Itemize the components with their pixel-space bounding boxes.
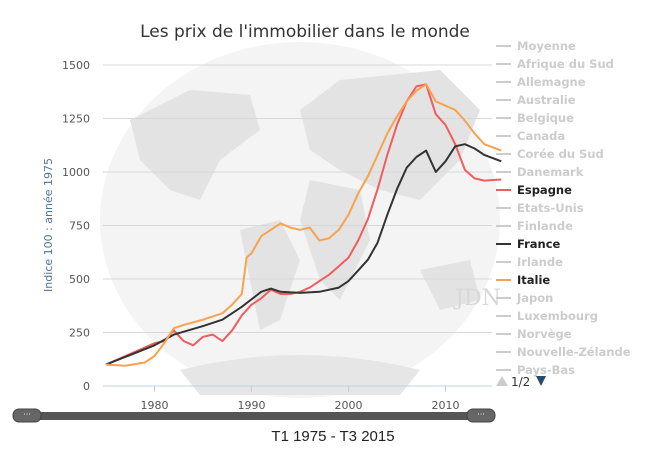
world-map-background — [100, 42, 500, 398]
legend-label: Finlande — [517, 219, 573, 233]
chart-title: Les prix de l'immobilier dans le monde — [140, 22, 470, 42]
legend-label: Luxembourg — [517, 309, 598, 323]
legend-label: Pays-Bas — [517, 363, 575, 377]
series-line-italie — [105, 83, 502, 367]
range-label: T1 1975 - T3 2015 — [271, 428, 395, 445]
legend-label: Nouvelle-Zélande — [517, 345, 631, 359]
legend-item[interactable]: Canada — [496, 129, 565, 143]
legend-label: Belgique — [517, 111, 574, 125]
y-axis-label: Indice 100 : année 1975 — [42, 158, 55, 292]
legend-prev-icon[interactable] — [496, 376, 508, 386]
legend-item[interactable]: Moyenne — [496, 39, 576, 53]
y-tick-label: 1000 — [62, 166, 90, 179]
watermark-logo: JDN — [453, 286, 501, 311]
legend-item[interactable]: Etats-Unis — [496, 201, 584, 215]
slider-left-handle[interactable] — [12, 408, 42, 423]
x-tick-label: 1990 — [238, 399, 266, 412]
legend-item[interactable]: France — [496, 237, 561, 251]
legend-label: France — [517, 237, 561, 251]
legend-item[interactable]: Allemagne — [496, 75, 586, 89]
series-line-espagne — [105, 83, 502, 366]
slider-track[interactable] — [14, 412, 494, 420]
legend-item[interactable]: Japon — [496, 291, 553, 305]
legend-item[interactable]: Belgique — [496, 111, 574, 125]
legend-item[interactable]: Afrique du Sud — [496, 57, 614, 71]
y-tick-label: 750 — [69, 220, 90, 233]
legend-label: Etats-Unis — [517, 201, 584, 215]
x-tick-label: 2000 — [335, 399, 363, 412]
legend-pager: 1/2 — [496, 375, 546, 389]
legend-label: Espagne — [517, 183, 572, 197]
legend-label: Norvège — [517, 327, 572, 341]
range-slider[interactable]: ··· ··· — [12, 408, 496, 423]
x-tick-label: 2010 — [432, 399, 460, 412]
legend-label: Irlande — [517, 255, 563, 269]
legend-label: Moyenne — [517, 39, 576, 53]
legend-label: Italie — [517, 273, 550, 287]
legend-item[interactable]: Italie — [496, 273, 550, 287]
legend-label: Australie — [517, 93, 576, 107]
legend-label: Allemagne — [517, 75, 586, 89]
y-tick-label: 1250 — [62, 113, 90, 126]
svg-text:···: ··· — [477, 410, 485, 419]
legend-page-label: 1/2 — [511, 375, 530, 389]
y-tick-label: 250 — [69, 327, 90, 340]
svg-text:···: ··· — [23, 410, 31, 419]
legend-label: Japon — [516, 291, 553, 305]
legend-item[interactable]: Pays-Bas — [496, 363, 575, 377]
legend-label: Danemark — [517, 165, 584, 179]
legend-label: Canada — [517, 129, 565, 143]
legend-item[interactable]: Espagne — [496, 183, 572, 197]
x-tick-label: 1980 — [141, 399, 169, 412]
legend-item[interactable]: Corée du Sud — [496, 147, 604, 161]
legend-item[interactable]: Finlande — [496, 219, 573, 233]
legend-item[interactable]: Norvège — [496, 327, 572, 341]
legend-item[interactable]: Irlande — [496, 255, 563, 269]
legend-item[interactable]: Nouvelle-Zélande — [496, 345, 631, 359]
legend-label: Afrique du Sud — [517, 57, 614, 71]
legend-item[interactable]: Danemark — [496, 165, 584, 179]
legend-next-icon[interactable] — [536, 376, 546, 386]
legend-label: Corée du Sud — [517, 147, 604, 161]
slider-right-handle[interactable] — [466, 408, 496, 423]
y-tick-label: 1500 — [62, 59, 90, 72]
y-tick-label: 500 — [69, 273, 90, 286]
series-line-france — [105, 143, 502, 366]
legend-item[interactable]: Australie — [496, 93, 576, 107]
legend-item[interactable]: Luxembourg — [496, 309, 598, 323]
y-tick-label: 0 — [83, 380, 90, 393]
